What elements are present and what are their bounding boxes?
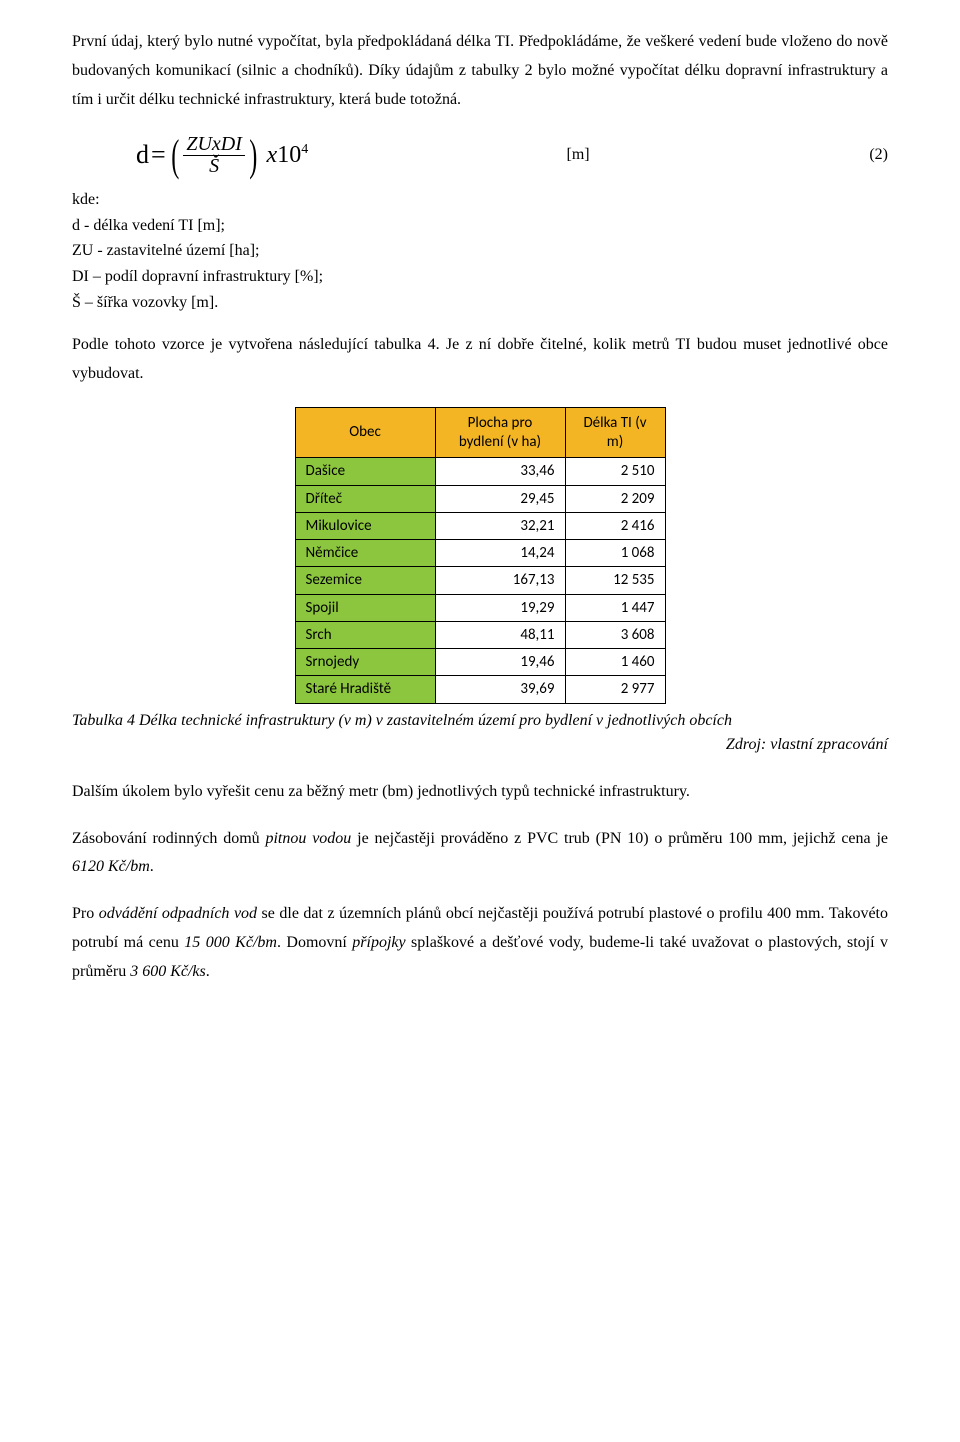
cell-obec: Mikulovice — [295, 512, 435, 539]
th-delka: Délka TI (v m) — [565, 407, 665, 458]
cell-length: 2 416 — [565, 512, 665, 539]
th-plocha: Plocha pro bydlení (v ha) — [435, 407, 565, 458]
cell-obec: Němčice — [295, 540, 435, 567]
th-obec: Obec — [295, 407, 435, 458]
formula-base-num: 10 — [277, 142, 301, 168]
table-row: Srnojedy19,461 460 — [295, 649, 665, 676]
paragraph-water: Zásobování rodinných domů pitnou vodou j… — [72, 825, 888, 883]
p4-c: . — [150, 858, 154, 875]
cell-length: 2 510 — [565, 458, 665, 485]
data-table: Obec Plocha pro bydlení (v ha) Délka TI … — [295, 407, 666, 704]
paragraph-table-intro: Podle tohoto vzorce je vytvořena následu… — [72, 331, 888, 389]
cell-length: 1 460 — [565, 649, 665, 676]
p5-e: . — [206, 963, 210, 980]
cell-length: 12 535 — [565, 567, 665, 594]
cell-obec: Dříteč — [295, 485, 435, 512]
formula-base: 104 — [277, 134, 308, 177]
cell-area: 39,69 — [435, 676, 565, 703]
table-row: Staré Hradiště39,692 977 — [295, 676, 665, 703]
paragraph-task: Dalším úkolem bylo vyřešit cenu za běžný… — [72, 778, 888, 807]
cell-length: 1 068 — [565, 540, 665, 567]
p4-a: Zásobování rodinných domů — [72, 830, 265, 847]
table-row: Sezemice167,1312 535 — [295, 567, 665, 594]
formula-row: d = ( ZUxDI Š ) x 104 [m] (2) — [72, 132, 888, 179]
defs-line-3: DI – podíl dopravní infrastruktury [%]; — [72, 264, 888, 290]
table-body: Dašice33,462 510Dříteč29,452 209Mikulovi… — [295, 458, 665, 703]
paren-left-icon: ( — [171, 136, 179, 176]
formula-numerator: ZUxDI — [183, 134, 245, 156]
cell-obec: Dašice — [295, 458, 435, 485]
cell-length: 2 209 — [565, 485, 665, 512]
defs-line-2: ZU - zastavitelné území [ha]; — [72, 238, 888, 264]
p5-c: . Domovní — [277, 934, 352, 951]
table-head: Obec Plocha pro bydlení (v ha) Délka TI … — [295, 407, 665, 458]
cell-area: 167,13 — [435, 567, 565, 594]
formula-denominator: Š — [206, 156, 222, 177]
table-row: Mikulovice32,212 416 — [295, 512, 665, 539]
definitions-block: kde: d - délka vedení TI [m]; ZU - zasta… — [72, 187, 888, 315]
cell-area: 32,21 — [435, 512, 565, 539]
paren-right-icon: ) — [249, 136, 257, 176]
cell-area: 19,46 — [435, 649, 565, 676]
formula-fraction: ZUxDI Š — [183, 134, 245, 177]
table-caption: Tabulka 4 Délka technické infrastruktury… — [72, 710, 888, 732]
cell-obec: Srnojedy — [295, 649, 435, 676]
table-header-row: Obec Plocha pro bydlení (v ha) Délka TI … — [295, 407, 665, 458]
table-wrapper: Obec Plocha pro bydlení (v ha) Délka TI … — [72, 407, 888, 704]
p5-i2: 15 000 Kč/bm — [184, 934, 277, 951]
table-row: Spojil19,291 447 — [295, 594, 665, 621]
p5-i4: 3 600 Kč/ks — [130, 963, 206, 980]
cell-area: 33,46 — [435, 458, 565, 485]
formula-eq: = — [151, 132, 166, 179]
p4-b: je nejčastěji prováděno z PVC trub (PN 1… — [351, 830, 888, 847]
p4-i2: 6120 Kč/bm — [72, 858, 150, 875]
cell-obec: Sezemice — [295, 567, 435, 594]
p5-a: Pro — [72, 905, 99, 922]
cell-area: 19,29 — [435, 594, 565, 621]
cell-area: 29,45 — [435, 485, 565, 512]
p5-i3: přípojky — [352, 934, 405, 951]
paragraph-intro: První údaj, který bylo nutné vypočítat, … — [72, 28, 888, 114]
cell-length: 1 447 — [565, 594, 665, 621]
cell-obec: Spojil — [295, 594, 435, 621]
cell-length: 3 608 — [565, 621, 665, 648]
defs-line-4: Š – šířka vozovky [m]. — [72, 290, 888, 316]
formula-lhs: d — [136, 132, 149, 179]
formula-eqnum: (2) — [848, 141, 888, 170]
p5-i1: odvádění odpadních vod — [99, 905, 257, 922]
defs-line-1: d - délka vedení TI [m]; — [72, 213, 888, 239]
cell-area: 14,24 — [435, 540, 565, 567]
cell-obec: Staré Hradiště — [295, 676, 435, 703]
p4-i1: pitnou vodou — [265, 830, 351, 847]
table-row: Dašice33,462 510 — [295, 458, 665, 485]
cell-obec: Srch — [295, 621, 435, 648]
formula-mul-x: x — [267, 134, 278, 177]
table-source: Zdroj: vlastní zpracování — [72, 731, 888, 760]
table-row: Srch48,113 608 — [295, 621, 665, 648]
cell-length: 2 977 — [565, 676, 665, 703]
paragraph-wastewater: Pro odvádění odpadních vod se dle dat z … — [72, 900, 888, 986]
defs-kde: kde: — [72, 187, 888, 213]
table-row: Němčice14,241 068 — [295, 540, 665, 567]
table-row: Dříteč29,452 209 — [295, 485, 665, 512]
formula-exponent: 4 — [301, 142, 308, 157]
cell-area: 48,11 — [435, 621, 565, 648]
formula-unit: [m] — [308, 141, 848, 170]
